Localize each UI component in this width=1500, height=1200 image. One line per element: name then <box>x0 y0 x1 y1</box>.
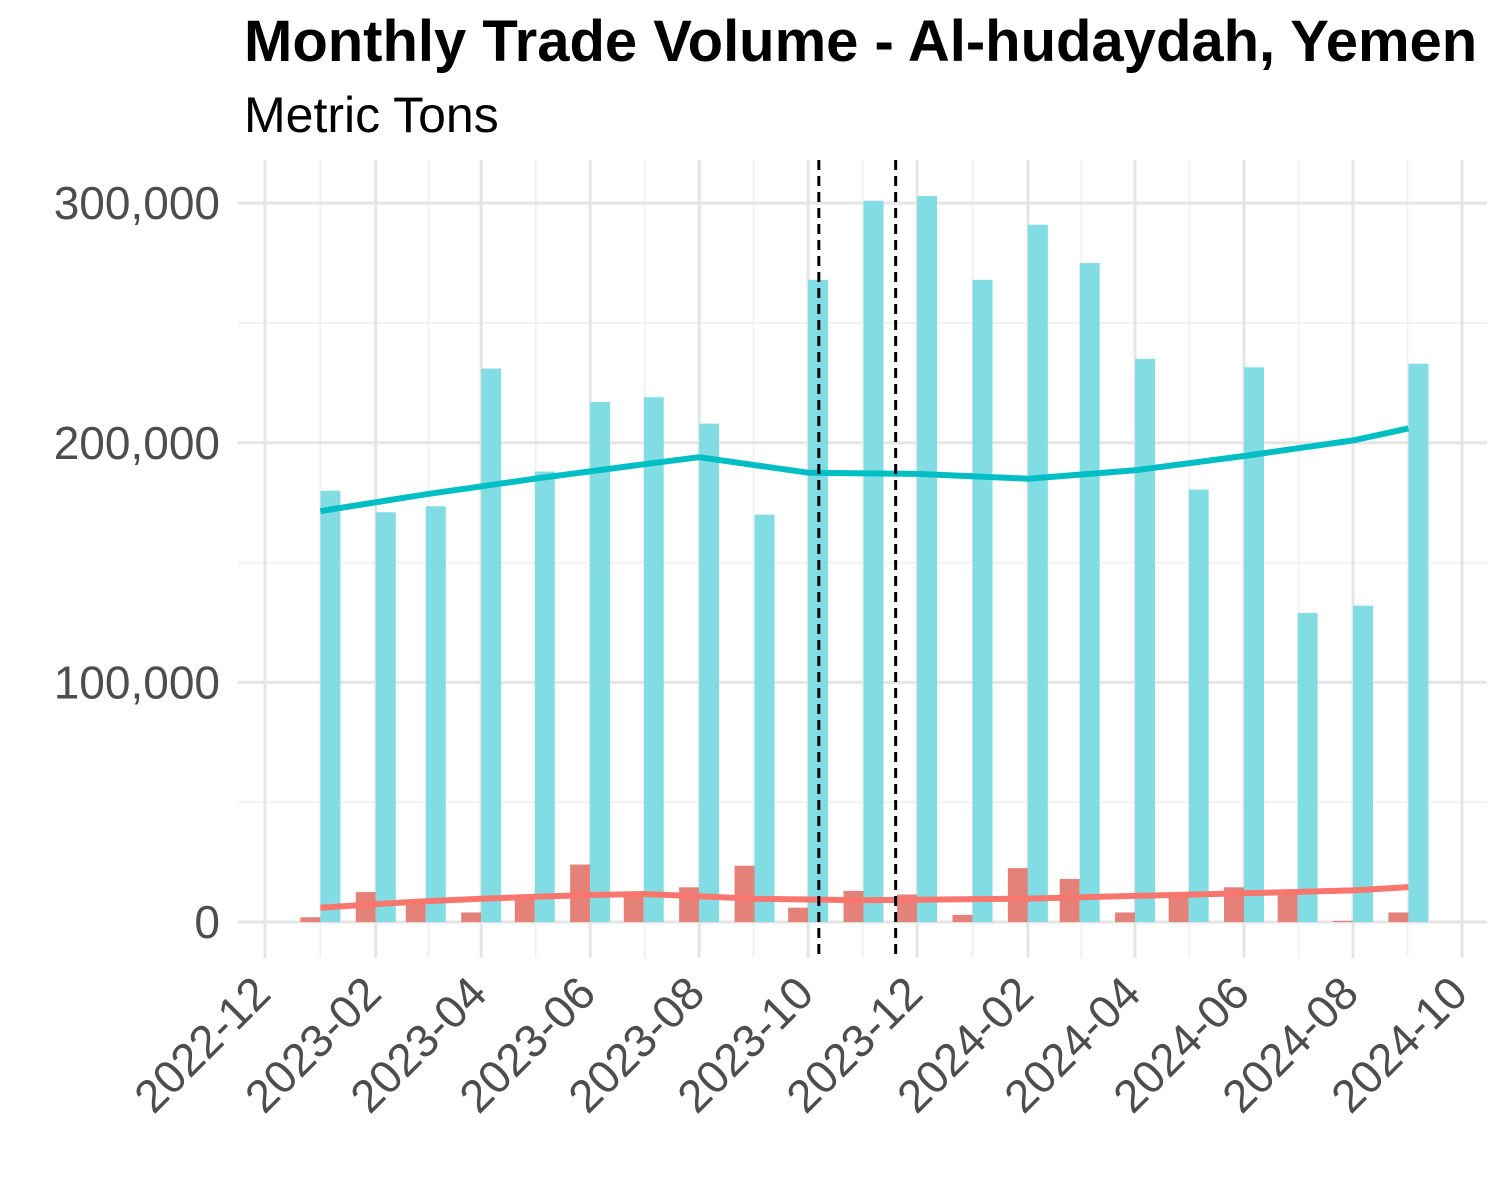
bar-series-1 <box>1188 489 1209 923</box>
chart-title: Monthly Trade Volume - Al-hudaydah, Yeme… <box>244 9 1478 74</box>
bar-series-1 <box>375 512 396 923</box>
chart-subtitle: Metric Tons <box>244 87 499 143</box>
bar-series-1 <box>643 397 664 923</box>
y-tick-label: 200,000 <box>54 417 220 469</box>
bar-series-0 <box>788 907 809 923</box>
bar-series-1 <box>1027 224 1048 923</box>
bar-series-1 <box>972 279 993 923</box>
bar-series-1 <box>699 423 720 923</box>
y-tick-label: 300,000 <box>54 177 220 229</box>
bar-series-0 <box>1277 890 1298 923</box>
bar-series-0 <box>300 917 321 923</box>
bar-series-0 <box>952 914 973 923</box>
trend-lines <box>319 425 1410 911</box>
bar-series-1 <box>534 471 555 923</box>
bar-series-0 <box>405 900 426 923</box>
bar-series-1 <box>754 514 775 923</box>
bar-series-1 <box>1353 605 1374 923</box>
bar-series-1 <box>425 506 446 923</box>
bar-series-0 <box>1388 912 1409 923</box>
bar-series-1 <box>863 200 884 923</box>
bar-series-0 <box>679 887 700 923</box>
bar-series-0 <box>514 898 535 923</box>
bar-series-0 <box>1115 912 1136 923</box>
bar-series-1 <box>1297 612 1318 923</box>
trend-line-series-0 <box>320 884 1409 911</box>
trend-line-series-1 <box>319 425 1410 515</box>
bar-series-0 <box>623 895 644 923</box>
bar-series-1 <box>320 490 341 923</box>
bar-series-0 <box>1168 893 1189 923</box>
bar-series-1 <box>1135 358 1156 923</box>
bar-series-1 <box>917 195 938 923</box>
bar-series-0 <box>843 890 864 923</box>
bar-series-0 <box>461 912 482 923</box>
bar-series-0 <box>1007 868 1028 923</box>
bar-series-1 <box>590 402 611 923</box>
bar-series-1 <box>1079 263 1100 923</box>
bar-series-0 <box>734 865 755 923</box>
bar-series-1 <box>1408 363 1429 923</box>
y-tick-label: 100,000 <box>54 656 220 708</box>
bar-series-0 <box>1333 920 1354 923</box>
bar-series-1 <box>481 368 502 923</box>
bar-series-1 <box>1244 367 1265 923</box>
bars <box>300 195 1429 923</box>
y-tick-label: 0 <box>194 896 220 948</box>
